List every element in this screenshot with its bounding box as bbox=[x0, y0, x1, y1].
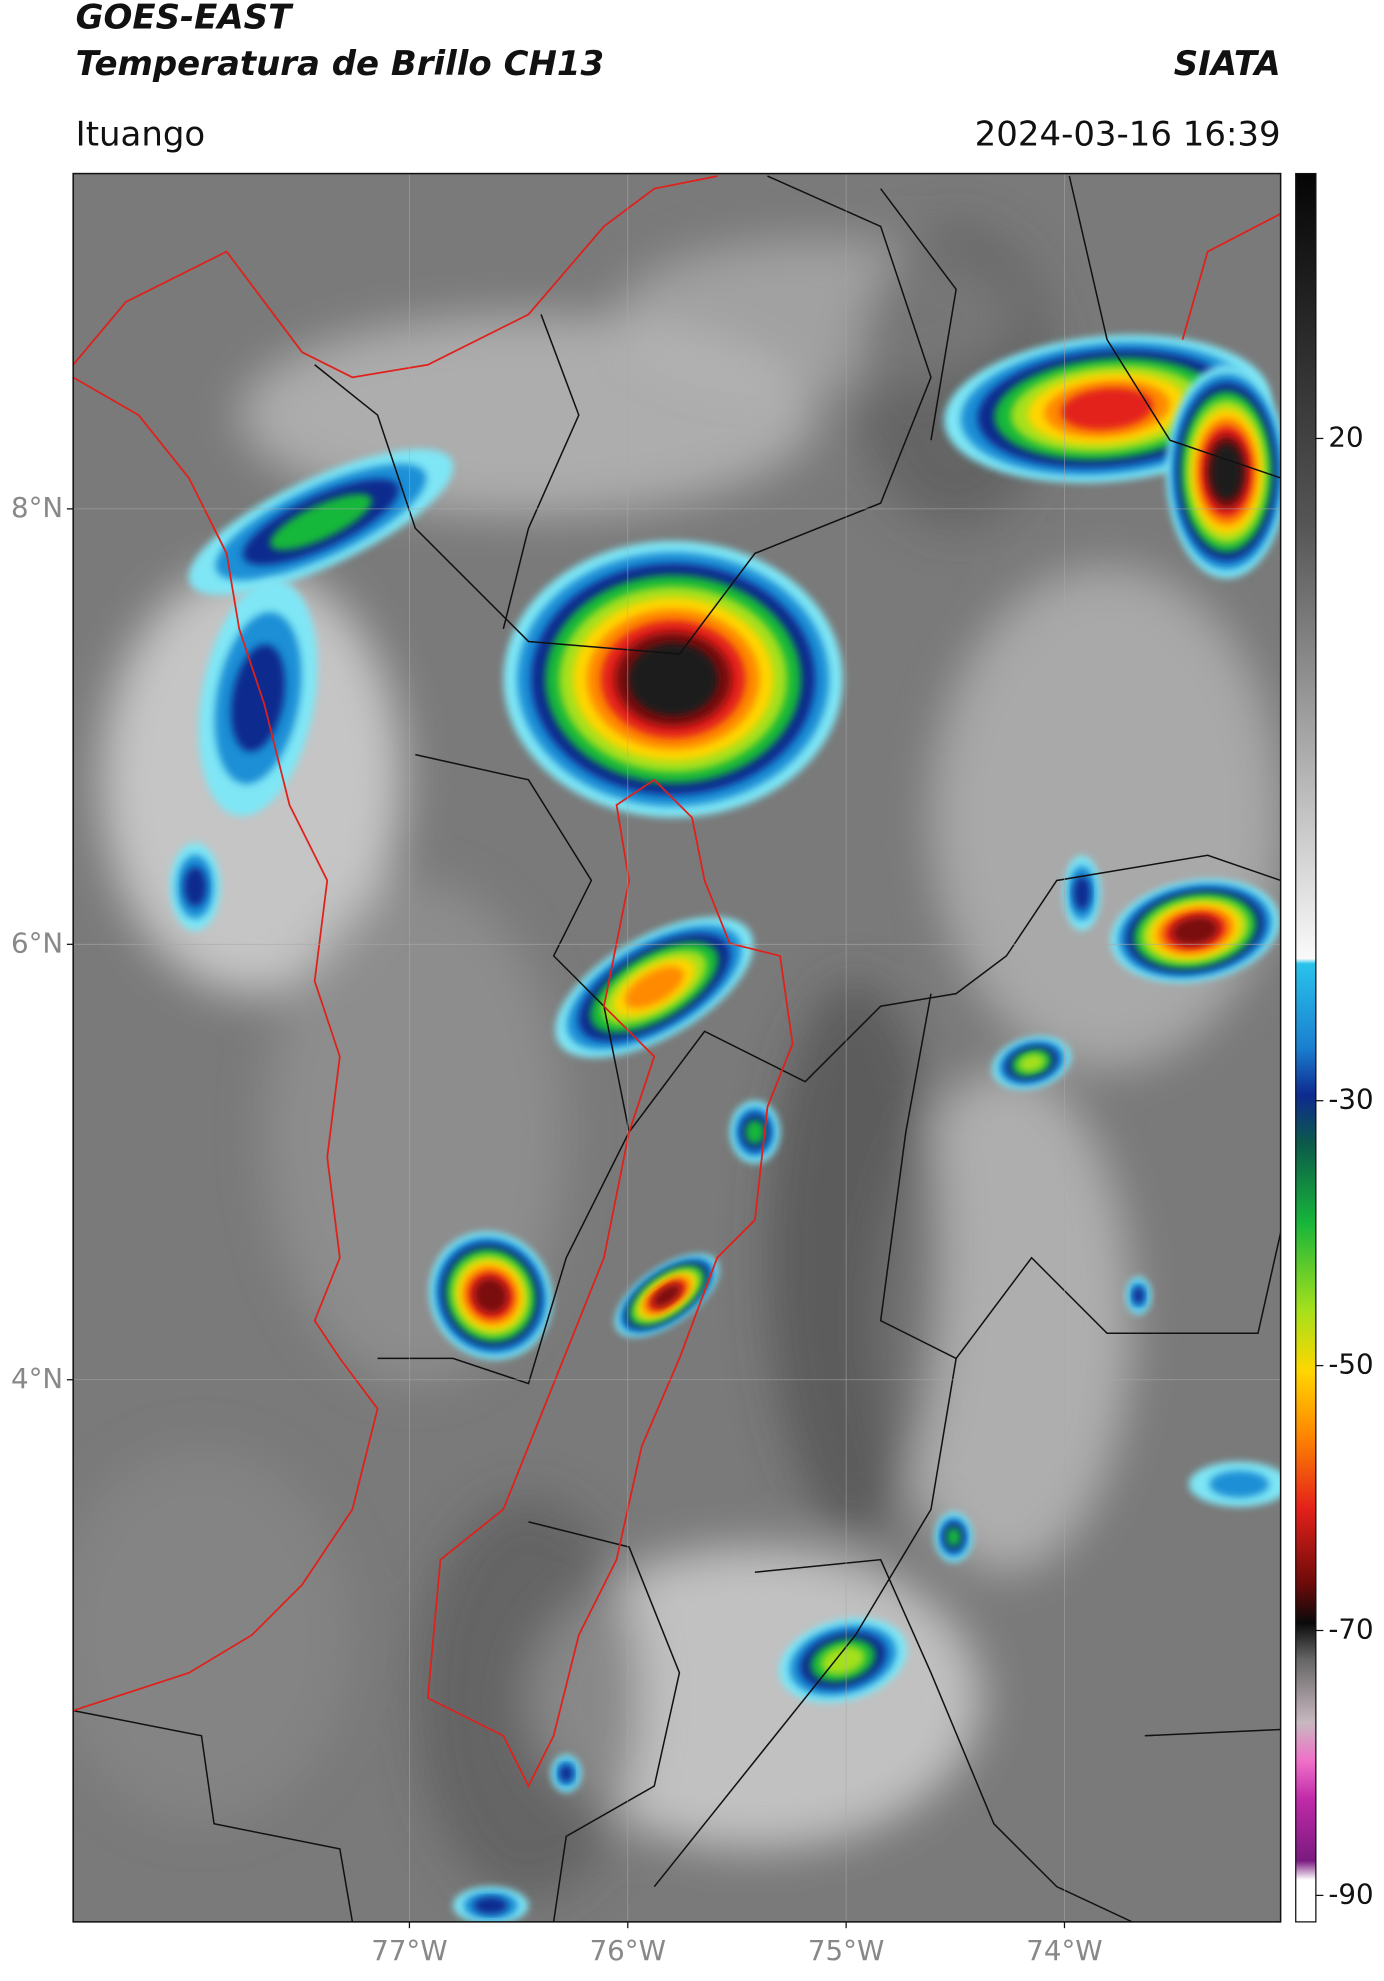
y-tick-label: 6°N bbox=[11, 926, 63, 959]
cloud-field bbox=[73, 226, 1281, 1900]
y-tick-label: 4°N bbox=[11, 1362, 63, 1395]
location: Ituango bbox=[76, 114, 206, 154]
storm-level bbox=[1210, 443, 1243, 500]
colorbar-tick-label: -30 bbox=[1328, 1083, 1373, 1116]
storm-level bbox=[1018, 1053, 1046, 1072]
storm-level bbox=[559, 1764, 574, 1783]
axes: 77°W 76°W 75°W 74°W 8°N 6°N 4°N 20 -30 -50 -70 -90 bbox=[11, 420, 1374, 1967]
storm-level bbox=[474, 1278, 508, 1313]
x-tick-label: 76°W bbox=[590, 1934, 666, 1967]
storm-level bbox=[231, 644, 286, 752]
colorbar bbox=[1295, 172, 1317, 1923]
subtitle: Temperatura de Brillo CH13 bbox=[76, 44, 604, 84]
admin-boundaries bbox=[73, 175, 1281, 1922]
storm-level bbox=[745, 1119, 765, 1145]
brand: SIATA bbox=[1174, 44, 1281, 84]
x-tick-label: 75°W bbox=[808, 1934, 884, 1967]
x-tick-label: 74°W bbox=[1026, 1934, 1102, 1967]
colorbar-tick-label: -50 bbox=[1328, 1348, 1373, 1381]
storm-level bbox=[820, 1645, 865, 1675]
y-tick-label: 8°N bbox=[11, 491, 63, 524]
storm-level bbox=[473, 1896, 508, 1915]
satellite-image bbox=[73, 173, 1281, 1922]
datetime: 2024-03-16 16:39 bbox=[975, 114, 1281, 154]
map-frame bbox=[72, 172, 1282, 1923]
graticule bbox=[73, 173, 1281, 1922]
colorbar-tick-label: -90 bbox=[1328, 1877, 1373, 1910]
storm-level bbox=[1073, 875, 1091, 911]
colorbar-tick-label: 20 bbox=[1328, 420, 1363, 453]
title: GOES-EAST bbox=[76, 0, 294, 37]
storm-level bbox=[628, 642, 718, 716]
storm-level bbox=[946, 1527, 961, 1547]
storm-level bbox=[652, 1284, 681, 1307]
storm-level bbox=[1172, 916, 1219, 945]
storm-level bbox=[1209, 1470, 1269, 1498]
storm-level bbox=[183, 866, 207, 907]
x-tick-label: 77°W bbox=[371, 1934, 447, 1967]
storm-level bbox=[624, 966, 684, 1009]
colorbar-tick-label: -70 bbox=[1328, 1612, 1373, 1645]
storm-level bbox=[269, 493, 372, 551]
storm-level bbox=[1132, 1286, 1145, 1305]
convective-cells bbox=[170, 334, 1281, 1922]
storm-level bbox=[1061, 387, 1154, 430]
coastline-and-department bbox=[73, 175, 1281, 1789]
